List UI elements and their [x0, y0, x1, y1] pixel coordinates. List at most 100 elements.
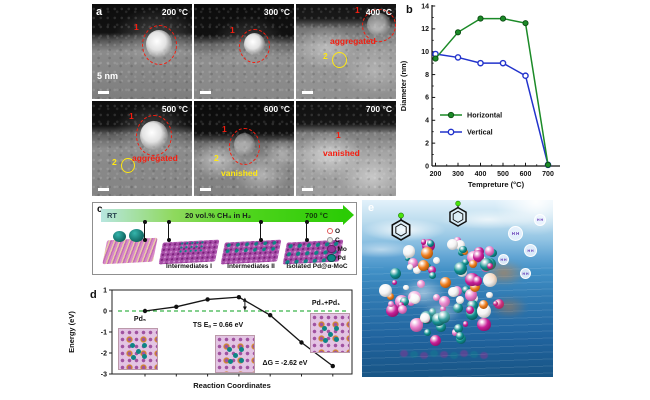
series-line-vertical	[435, 53, 549, 166]
diameter-temperature-chart: 0 2 4 6 8 10 12 14 200 300 400 500 600 700 Tempreture …	[392, 0, 570, 200]
y-tick-label: 0	[425, 163, 429, 170]
panel-a-label: a	[96, 6, 103, 18]
tem-image-500c: 500 °C 1 2 aggregated	[92, 101, 192, 196]
reflection-dot	[450, 352, 458, 359]
energy-point	[330, 363, 335, 369]
temp-label: 300 °C	[263, 7, 290, 17]
atom-sphere	[388, 300, 395, 308]
atom-sphere	[397, 305, 407, 314]
y-tick-label: 10	[421, 49, 429, 56]
atom-sphere	[429, 334, 442, 347]
atom-sphere	[451, 329, 459, 336]
series-line-horizontal	[434, 17, 549, 165]
atom-sphere	[455, 295, 464, 305]
ring-outer	[391, 219, 411, 241]
atom-sphere	[473, 276, 483, 286]
pin-marker	[142, 220, 148, 242]
note-aggregated: aggregated	[330, 36, 376, 47]
x-tick-label: 500	[497, 171, 509, 178]
arrow-head	[343, 205, 354, 225]
atom-sphere	[420, 313, 430, 323]
legend-label: Horizontal	[467, 111, 502, 120]
wisp	[400, 278, 446, 308]
annotation-ts: TS Eₐ = 0.66 eV	[192, 322, 244, 329]
scale-bar	[302, 188, 313, 192]
y-tick-label: -1	[101, 329, 107, 336]
atom-sphere	[432, 257, 440, 265]
y-tick-label: 2	[425, 140, 429, 147]
tem-image-400c: 400 °C 1 2 aggregated	[296, 4, 396, 99]
h2-bubble: H H	[534, 214, 546, 226]
chart-b-svg: 0 2 4 6 8 10 12 14 200 300 400 500 600 700 Tempreture …	[399, 3, 560, 189]
structure-inset-final	[310, 313, 350, 353]
atom-sphere	[426, 240, 434, 248]
y-tick-label: 0	[103, 308, 107, 315]
atom-sphere	[478, 299, 489, 310]
arrow-gas-label: 20 vol.% CH₄ in H₂	[184, 211, 252, 220]
x-tick-label: 400	[475, 171, 487, 178]
panel-d-label: d	[90, 289, 97, 301]
pin-marker	[166, 220, 172, 242]
marker-2: 2	[112, 157, 117, 168]
dashed-circle-1	[229, 127, 260, 165]
marker-2: 2	[323, 50, 328, 61]
dashed-circle-1	[362, 8, 396, 43]
atom-sphere	[407, 264, 414, 270]
atom-sphere	[392, 280, 398, 286]
atom-c-icon	[327, 237, 333, 243]
atom-sphere	[379, 284, 392, 298]
atom-sphere	[439, 295, 451, 307]
reflection-dot	[420, 352, 428, 359]
atom-sphere	[465, 289, 477, 301]
scale-bar	[200, 188, 211, 192]
reflection-dot	[460, 350, 468, 357]
atom-mo-icon	[327, 244, 336, 254]
note-aggregated: aggregated	[132, 153, 178, 164]
data-point-horizontal	[454, 29, 462, 36]
scale-bar	[200, 91, 211, 95]
structure-inset-ts	[215, 335, 255, 373]
reflection-dot	[440, 351, 448, 358]
panel-b-label: b	[406, 4, 413, 16]
x-axis-title: Reaction Coordinates	[193, 381, 271, 390]
atom-sphere	[476, 317, 491, 332]
atom-sphere	[453, 323, 463, 333]
tem-image-600c: 600 °C 1 2 vanished	[194, 101, 294, 196]
dashed-circle-1	[142, 24, 177, 65]
temp-label: 700 °C	[365, 104, 392, 114]
dashed-circle-1	[136, 115, 172, 157]
legend-marker	[447, 111, 455, 119]
ring-outer	[449, 206, 467, 227]
tem-image-200c: a 200 °C 1 5 nm	[92, 4, 192, 99]
atom-sphere	[446, 238, 459, 251]
data-point-horizontal	[522, 20, 529, 27]
note-vanished: vanished	[323, 147, 360, 158]
data-point-vertical	[477, 59, 484, 67]
pd-cluster-layer	[222, 239, 282, 255]
atom-sphere	[402, 245, 415, 258]
panel-e-label: e	[368, 202, 375, 214]
structure-label-1: Intermediates I	[166, 263, 212, 270]
ring-inner	[395, 223, 407, 237]
wisp	[490, 296, 528, 318]
energy-diagram-panel: d 1 0 -1 -2 -3 Reaction Coordinates Energy (eV…	[58, 283, 368, 397]
atom-sphere	[386, 293, 394, 301]
structure-intermediate-1	[158, 239, 220, 265]
legend-row-c: C	[327, 236, 340, 244]
reflection-dot	[480, 352, 488, 359]
y-tick-label: 6	[425, 95, 429, 102]
scale-bar	[98, 91, 109, 95]
temp-label: 400 °C	[365, 7, 392, 17]
pin-marker	[258, 220, 264, 242]
atom-sphere	[439, 305, 446, 312]
atom-o-icon	[327, 228, 333, 234]
legend-label: Vertical	[467, 128, 493, 137]
data-point-horizontal	[477, 15, 484, 22]
marker-2: 2	[214, 153, 219, 164]
temp-label: 200 °C	[161, 7, 188, 17]
y-axis-title: Diameter (nm)	[399, 60, 408, 111]
atom-sphere	[397, 301, 404, 309]
atom-sphere	[455, 240, 466, 250]
atom-sphere	[420, 239, 427, 245]
